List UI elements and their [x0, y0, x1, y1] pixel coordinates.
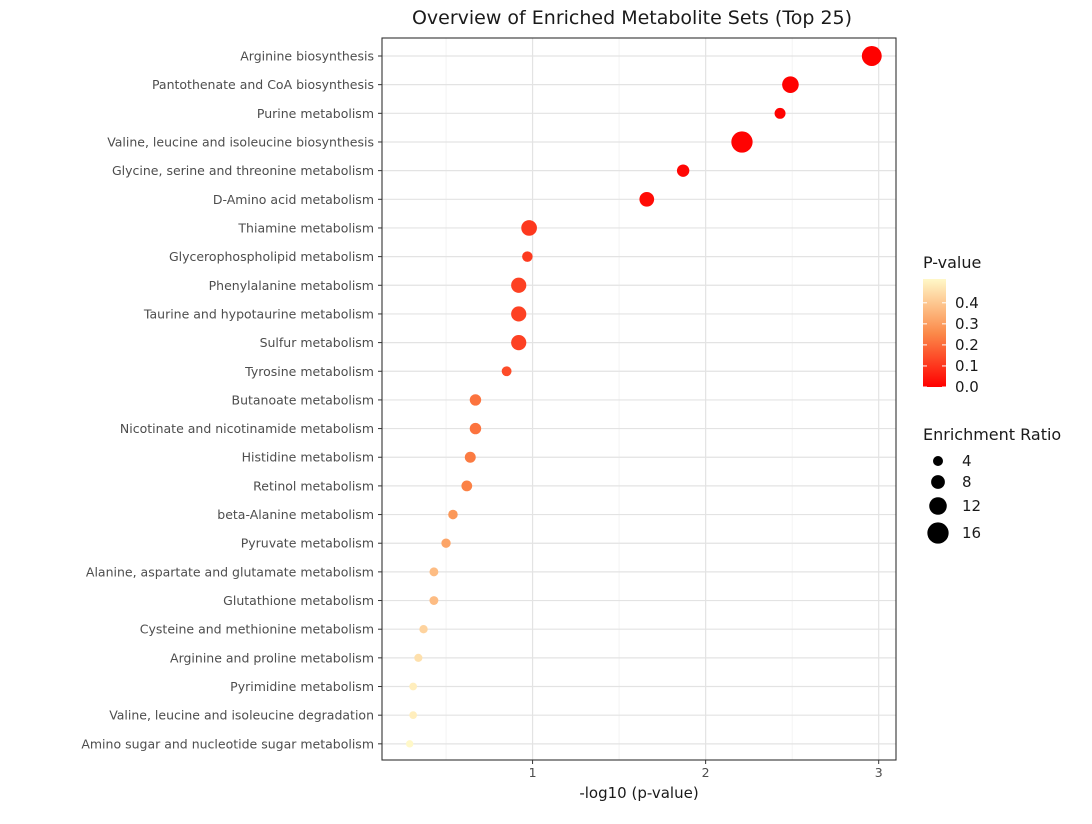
y-tick-label: Arginine and proline metabolism [170, 650, 374, 665]
data-point [782, 76, 799, 93]
y-tick-label: Sulfur metabolism [260, 335, 374, 350]
data-points [405, 46, 882, 748]
y-tick-label: Taurine and hypotaurine metabolism [143, 306, 374, 321]
colorbar-label: 0.4 [955, 294, 979, 312]
x-axis: 1 2 3 [529, 760, 883, 780]
data-point [861, 46, 882, 66]
y-tick-label: Tyrosine metabolism [244, 364, 374, 379]
size-legend-label: 16 [962, 524, 981, 542]
size-legend-dot [932, 455, 944, 467]
x-tick-label: 1 [529, 765, 537, 780]
data-point [405, 740, 414, 748]
data-point [511, 277, 527, 293]
data-point [461, 480, 473, 492]
data-point [419, 625, 428, 634]
y-tick-label: Histidine metabolism [242, 450, 374, 465]
data-point [448, 509, 458, 520]
y-tick-label: Glycerophospholipid metabolism [169, 249, 374, 264]
y-tick-label: Valine, leucine and isoleucine degradati… [109, 708, 374, 723]
y-tick-label: beta-Alanine metabolism [217, 507, 374, 522]
data-point [441, 538, 451, 548]
colorbar-label: 0.0 [955, 378, 979, 396]
colorbar-label: 0.3 [955, 315, 979, 333]
y-tick-label: Amino sugar and nucleotide sugar metabol… [81, 736, 374, 751]
y-tick-label: Retinol metabolism [253, 478, 374, 493]
y-tick-label: Glutathione metabolism [223, 593, 374, 608]
plot-panel-border [381, 37, 897, 761]
colorbar-label: 0.1 [955, 357, 979, 375]
data-point [414, 653, 423, 662]
data-point [639, 191, 655, 207]
pvalue-legend: P-value 0.4 0.3 0.2 0.1 0.0 [923, 253, 981, 396]
data-point [501, 366, 512, 377]
size-legend-label: 8 [962, 473, 972, 491]
data-point [511, 306, 527, 322]
size-legend-label: 12 [962, 497, 981, 515]
y-tick-label: Nicotinate and nicotinamide metabolism [120, 421, 374, 436]
x-axis-title: -log10 (p-value) [579, 784, 698, 802]
data-point [464, 451, 476, 463]
y-tick-label: Phenylalanine metabolism [209, 278, 374, 293]
chart-title: Overview of Enriched Metabolite Sets (To… [412, 7, 852, 29]
data-point [429, 596, 439, 605]
data-point [469, 422, 482, 435]
y-tick-label: Butanoate metabolism [232, 392, 375, 407]
data-point [429, 567, 439, 577]
pvalue-colorbar [923, 279, 946, 387]
y-tick-label: Pantothenate and CoA biosynthesis [152, 77, 374, 92]
size-legend-label: 4 [962, 452, 972, 470]
y-tick-label: D-Amino acid metabolism [213, 192, 374, 207]
data-point [521, 220, 537, 236]
x-tick-label: 2 [702, 765, 710, 780]
data-point [511, 335, 527, 351]
grid [382, 38, 896, 760]
y-tick-label: Glycine, serine and threonine metabolism [112, 163, 374, 178]
data-point [409, 711, 418, 720]
size-legend-dot [927, 522, 949, 544]
data-point [774, 107, 786, 119]
y-tick-label: Pyrimidine metabolism [230, 679, 374, 694]
data-point [469, 394, 482, 406]
pvalue-legend-title: P-value [923, 253, 981, 272]
y-tick-label: Alanine, aspartate and glutamate metabol… [86, 564, 374, 579]
data-point [731, 131, 753, 153]
x-tick-label: 3 [875, 765, 883, 780]
y-tick-label: Valine, leucine and isoleucine biosynthe… [107, 134, 374, 149]
y-tick-label: Pyruvate metabolism [241, 536, 374, 551]
y-axis: Arginine biosynthesis Pantothenate and Co… [81, 49, 382, 751]
size-legend-dot [929, 497, 947, 515]
y-tick-label: Purine metabolism [257, 106, 374, 121]
enrichment-ratio-legend: Enrichment Ratio 4 8 12 16 [923, 425, 1061, 544]
data-point [409, 682, 418, 691]
size-legend-title: Enrichment Ratio [923, 425, 1061, 444]
data-point [676, 164, 690, 177]
size-legend-dot [931, 475, 945, 489]
colorbar-label: 0.2 [955, 336, 979, 354]
y-tick-label: Arginine biosynthesis [240, 49, 374, 64]
y-tick-label: Thiamine metabolism [237, 220, 374, 235]
y-tick-label: Cysteine and methionine metabolism [140, 622, 374, 637]
data-point [522, 251, 533, 262]
